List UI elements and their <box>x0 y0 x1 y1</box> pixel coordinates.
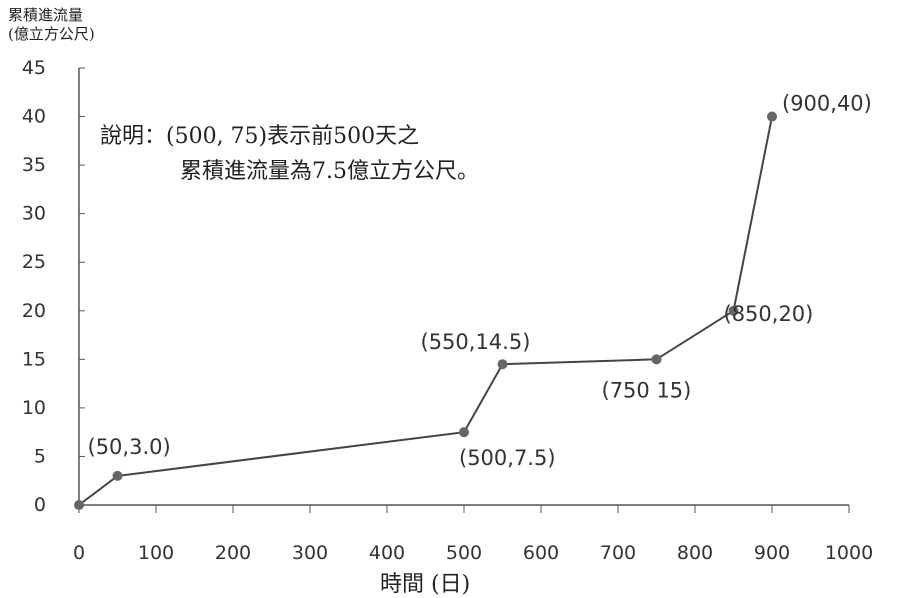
x-tick-label-900: 900 <box>754 542 790 564</box>
data-point-4 <box>651 354 662 365</box>
y-tick-label-35: 35 <box>22 154 46 176</box>
x-tick-label-200: 200 <box>215 542 251 564</box>
y-tick-label-15: 15 <box>22 348 46 370</box>
data-point-1 <box>112 470 123 481</box>
x-tick-label-600: 600 <box>523 542 559 564</box>
series-line-0 <box>78 116 773 506</box>
x-axis-label: 時間 (日) <box>380 572 471 597</box>
y-tick-label-40: 40 <box>22 106 46 128</box>
data-point-0 <box>74 500 84 510</box>
x-tick-label-1000: 1000 <box>825 542 873 564</box>
point-label-5: (900,40) <box>782 92 872 116</box>
y-tick-label-10: 10 <box>22 397 46 419</box>
x-tick-label-100: 100 <box>138 542 174 564</box>
y-tick-label-0: 0 <box>34 494 46 516</box>
point-label-0: (50,3.0) <box>88 435 171 459</box>
y-axis-label-line1: 累積進流量 <box>8 6 84 24</box>
y-tick-label-20: 20 <box>22 300 46 322</box>
axes <box>78 68 849 506</box>
data-point-3 <box>497 359 508 370</box>
note-line1: 說明：(500, 75)表示前500天之 <box>100 124 420 149</box>
x-tick-label-400: 400 <box>369 542 405 564</box>
x-tick-label-700: 700 <box>600 542 636 564</box>
note-line2: 累積進流量為7.5億立方公尺。 <box>180 159 479 184</box>
y-tick-label-25: 25 <box>22 251 46 273</box>
y-tick-label-45: 45 <box>22 57 46 79</box>
point-label-2: (550,14.5) <box>421 330 531 354</box>
data-point-2 <box>459 427 469 438</box>
data-point-6 <box>767 111 777 122</box>
y-ticks: 0 5 10 15 20 25 30 35 40 45 <box>22 57 85 516</box>
point-label-1: (500,7.5) <box>459 446 556 470</box>
x-ticks: 0 100 200 300 400 500 600 700 800 900 1000 <box>73 505 873 564</box>
x-tick-label-500: 500 <box>446 542 482 564</box>
data-point-5 <box>728 305 739 316</box>
x-tick-label-800: 800 <box>677 542 713 564</box>
point-label-3: (750 15) <box>602 378 692 402</box>
y-axis-label-line2: (億立方公尺) <box>8 25 95 43</box>
series-layer <box>74 111 777 510</box>
point-label-4: (850,20) <box>724 302 814 326</box>
y-tick-label-5: 5 <box>34 445 46 467</box>
point-labels: (50,3.0) (500,7.5) (550,14.5) (750 15) (850,… <box>88 92 872 471</box>
x-tick-label-0: 0 <box>73 542 85 564</box>
x-tick-label-300: 300 <box>292 542 328 564</box>
y-tick-label-30: 30 <box>22 203 46 225</box>
